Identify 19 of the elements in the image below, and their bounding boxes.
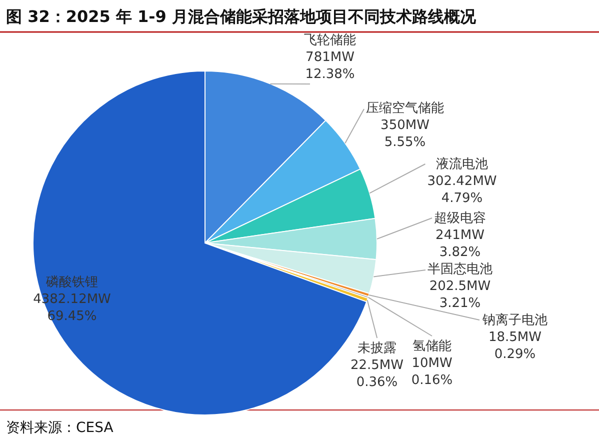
text: 资料来源：CESA (6, 420, 114, 436)
data-label: 302.42MW 4.79% (427, 174, 497, 206)
data-label: 202.5MW 3.21% (429, 279, 491, 311)
slice-label: 未披露 (358, 341, 396, 356)
slice-label: 超级电容 (434, 210, 486, 226)
data-label: 781MW 12.38% (305, 50, 355, 82)
data-label: 10MW 0.16% (411, 356, 453, 388)
data-label: 350MW 5.55% (380, 118, 430, 150)
data-label: 18.5MW 0.29% (488, 330, 542, 362)
slice-label: 氢储能 (412, 339, 452, 354)
slice-label: 飞轮储能 (304, 33, 356, 48)
slice-label: 半固态电池 (428, 262, 492, 277)
data-label: 22.5MW 0.36% (350, 358, 404, 390)
slice-label: 钠离子电池 (482, 312, 548, 328)
slice-label: 液流电池 (436, 156, 488, 172)
slice-label: 磷酸铁锂 (45, 275, 98, 290)
chart-title: 图 32：2025 年 1-9 月混合储能采招落地项目不同技术路线概况 (6, 7, 477, 26)
data-label: 241MW 3.82% (436, 228, 485, 260)
slice-label: 压缩空气储能 (366, 101, 444, 116)
